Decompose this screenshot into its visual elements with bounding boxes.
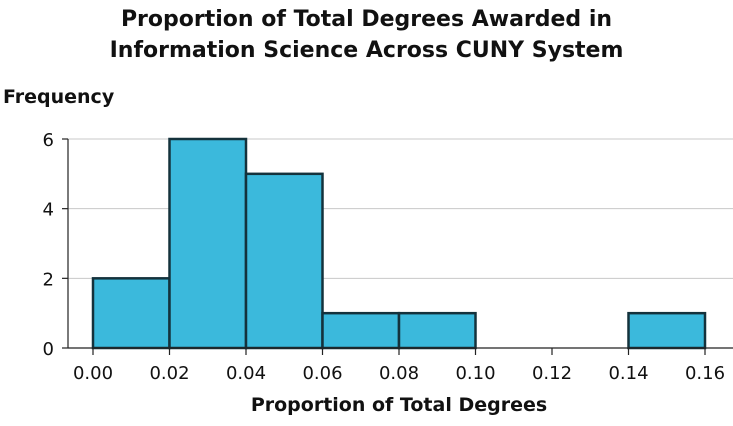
histogram-bar bbox=[397, 311, 477, 350]
histogram-bar bbox=[91, 277, 171, 350]
y-tick-label: 6 bbox=[43, 130, 54, 151]
x-axis-label: Proportion of Total Degrees bbox=[250, 394, 548, 416]
histogram-bar bbox=[244, 172, 324, 350]
histogram-bar bbox=[321, 311, 401, 350]
x-tick-label: 0.00 bbox=[73, 363, 113, 384]
y-tick-label: 2 bbox=[43, 269, 54, 290]
x-tick-label: 0.12 bbox=[532, 363, 572, 384]
histogram-bar bbox=[627, 311, 707, 350]
x-tick-label: 0.14 bbox=[608, 363, 648, 384]
x-tick-label: 0.10 bbox=[455, 363, 495, 384]
chart-title-line-1: Proportion of Total Degrees Awarded in bbox=[120, 7, 613, 32]
chart-title: Proportion of Total Degrees Awarded in I… bbox=[0, 4, 733, 66]
x-tick-label: 0.04 bbox=[226, 363, 266, 384]
x-tick-label: 0.06 bbox=[302, 363, 342, 384]
histogram-bar bbox=[168, 137, 248, 350]
x-tick-label: 0.08 bbox=[379, 363, 419, 384]
x-tick-label: 0.02 bbox=[149, 363, 189, 384]
y-tick-label: 0 bbox=[43, 339, 54, 360]
chart-title-line-2: Information Science Across CUNY System bbox=[109, 38, 624, 63]
x-tick-label: 0.16 bbox=[685, 363, 725, 384]
y-axis-label: Frequency bbox=[3, 86, 115, 108]
y-tick-label: 4 bbox=[43, 200, 54, 221]
